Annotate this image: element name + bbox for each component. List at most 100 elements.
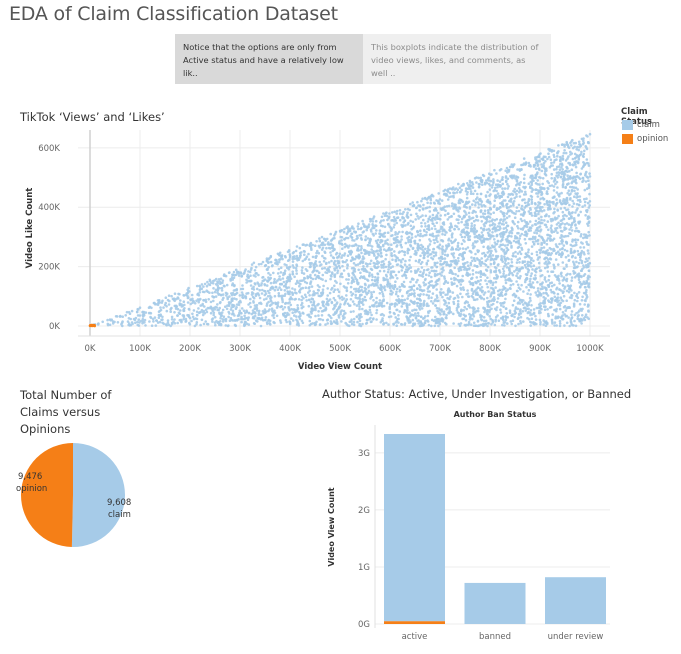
scatter-point-claim [544, 297, 547, 300]
scatter-point-claim [458, 207, 462, 210]
scatter-point-claim [427, 281, 431, 285]
scatter-point-claim [491, 318, 494, 322]
scatter-point-claim [567, 316, 570, 319]
scatter-point-claim [298, 246, 302, 250]
scatter-point-claim [574, 241, 578, 244]
scatter-point-claim [422, 293, 425, 296]
scatter-point-claim [582, 280, 586, 283]
scatter-point-claim [503, 265, 506, 268]
scatter-point-claim [396, 232, 400, 235]
scatter-point-claim [401, 274, 404, 278]
scatter-point-claim [388, 225, 392, 228]
scatter-point-claim [470, 256, 473, 259]
scatter-point-claim [554, 182, 557, 186]
scatter-point-claim [202, 322, 206, 326]
scatter-point-claim [561, 177, 565, 181]
scatter-point-claim [565, 299, 568, 302]
scatter-point-claim [527, 248, 530, 251]
scatter-point-claim [488, 188, 492, 191]
scatter-point-claim [498, 245, 501, 249]
scatter-point-claim [503, 257, 507, 261]
scatter-point-claim [543, 203, 546, 206]
scatter-point-claim [582, 264, 585, 267]
scatter-point-claim [459, 283, 463, 286]
scatter-point-claim [273, 288, 277, 292]
scatter-point-claim [406, 311, 410, 315]
scatter-point-claim [550, 161, 553, 165]
scatter-point-claim [454, 207, 458, 210]
scatter-point-claim [171, 297, 175, 301]
scatter-point-claim [434, 304, 437, 307]
scatter-point-claim [391, 265, 395, 268]
scatter-point-claim [411, 247, 415, 250]
scatter-point-claim [343, 237, 346, 241]
scatter-point-claim [273, 294, 277, 298]
scatter-point-claim [471, 306, 474, 310]
scatter-point-claim [178, 318, 182, 322]
scatter-point-claim [404, 274, 408, 277]
scatter-point-claim [504, 169, 508, 172]
scatter-point-claim [546, 203, 549, 207]
scatter-point-claim [561, 284, 565, 287]
scatter-point-claim [493, 323, 497, 327]
scatter-point-claim [243, 269, 247, 273]
scatter-point-claim [211, 295, 214, 298]
scatter-point-claim [443, 192, 447, 196]
scatter-point-claim [551, 217, 554, 221]
scatter-point-claim [363, 277, 367, 280]
scatter-point-claim [309, 310, 313, 313]
scatter-point-claim [483, 205, 487, 208]
scatter-point-claim [320, 314, 324, 317]
scatter-point-claim [388, 286, 392, 290]
scatter-point-claim [495, 306, 499, 309]
scatter-point-claim [428, 210, 432, 213]
scatter-point-claim [281, 308, 285, 311]
scatter-point-claim [583, 200, 587, 204]
scatter-point-claim [557, 193, 560, 196]
scatter-point-claim [190, 293, 194, 297]
scatter-point-claim [238, 294, 242, 297]
scatter-point-claim [300, 269, 304, 272]
scatter-point-claim [304, 268, 308, 271]
story-point-boxplots[interactable]: This boxplots indicate the distribution … [363, 34, 551, 84]
scatter-point-claim [370, 291, 373, 294]
scatter-point-claim [553, 321, 557, 324]
scatter-point-claim [529, 274, 533, 278]
scatter-point-claim [240, 291, 244, 294]
scatter-point-claim [396, 263, 400, 266]
scatter-point-claim [573, 298, 577, 302]
scatter-point-claim [381, 292, 385, 296]
story-point-active[interactable]: Notice that the options are only from Ac… [175, 34, 363, 84]
scatter-point-claim [505, 266, 509, 269]
scatter-point-claim [374, 224, 378, 228]
scatter-point-claim [396, 235, 399, 239]
scatter-point-claim [418, 320, 422, 324]
scatter-point-claim [576, 207, 579, 210]
scatter-point-claim [405, 276, 408, 280]
scatter-point-claim [242, 309, 246, 312]
scatter-point-claim [446, 190, 450, 193]
scatter-point-claim [195, 317, 199, 321]
scatter-point-claim [572, 186, 576, 189]
scatter-point-claim [561, 299, 565, 303]
scatter-point-claim [339, 312, 342, 316]
scatter-point-claim [389, 276, 392, 280]
scatter-point-claim [539, 323, 542, 326]
scatter-point-claim [505, 246, 509, 250]
scatter-point-claim [328, 270, 331, 273]
scatter-point-claim [588, 204, 591, 207]
scatter-point-claim [370, 295, 374, 299]
scatter-point-claim [279, 271, 283, 274]
scatter-point-claim [387, 260, 391, 264]
scatter-point-claim [542, 161, 546, 165]
scatter-point-claim [571, 205, 574, 208]
scatter-point-claim [490, 173, 493, 176]
scatter-point-claim [366, 310, 369, 314]
scatter-point-claim [561, 154, 565, 158]
scatter-point-claim [533, 321, 537, 325]
scatter-point-claim [547, 284, 551, 288]
scatter-point-claim [544, 160, 547, 163]
scatter-point-claim [416, 278, 419, 282]
scatter-point-claim [579, 153, 583, 156]
